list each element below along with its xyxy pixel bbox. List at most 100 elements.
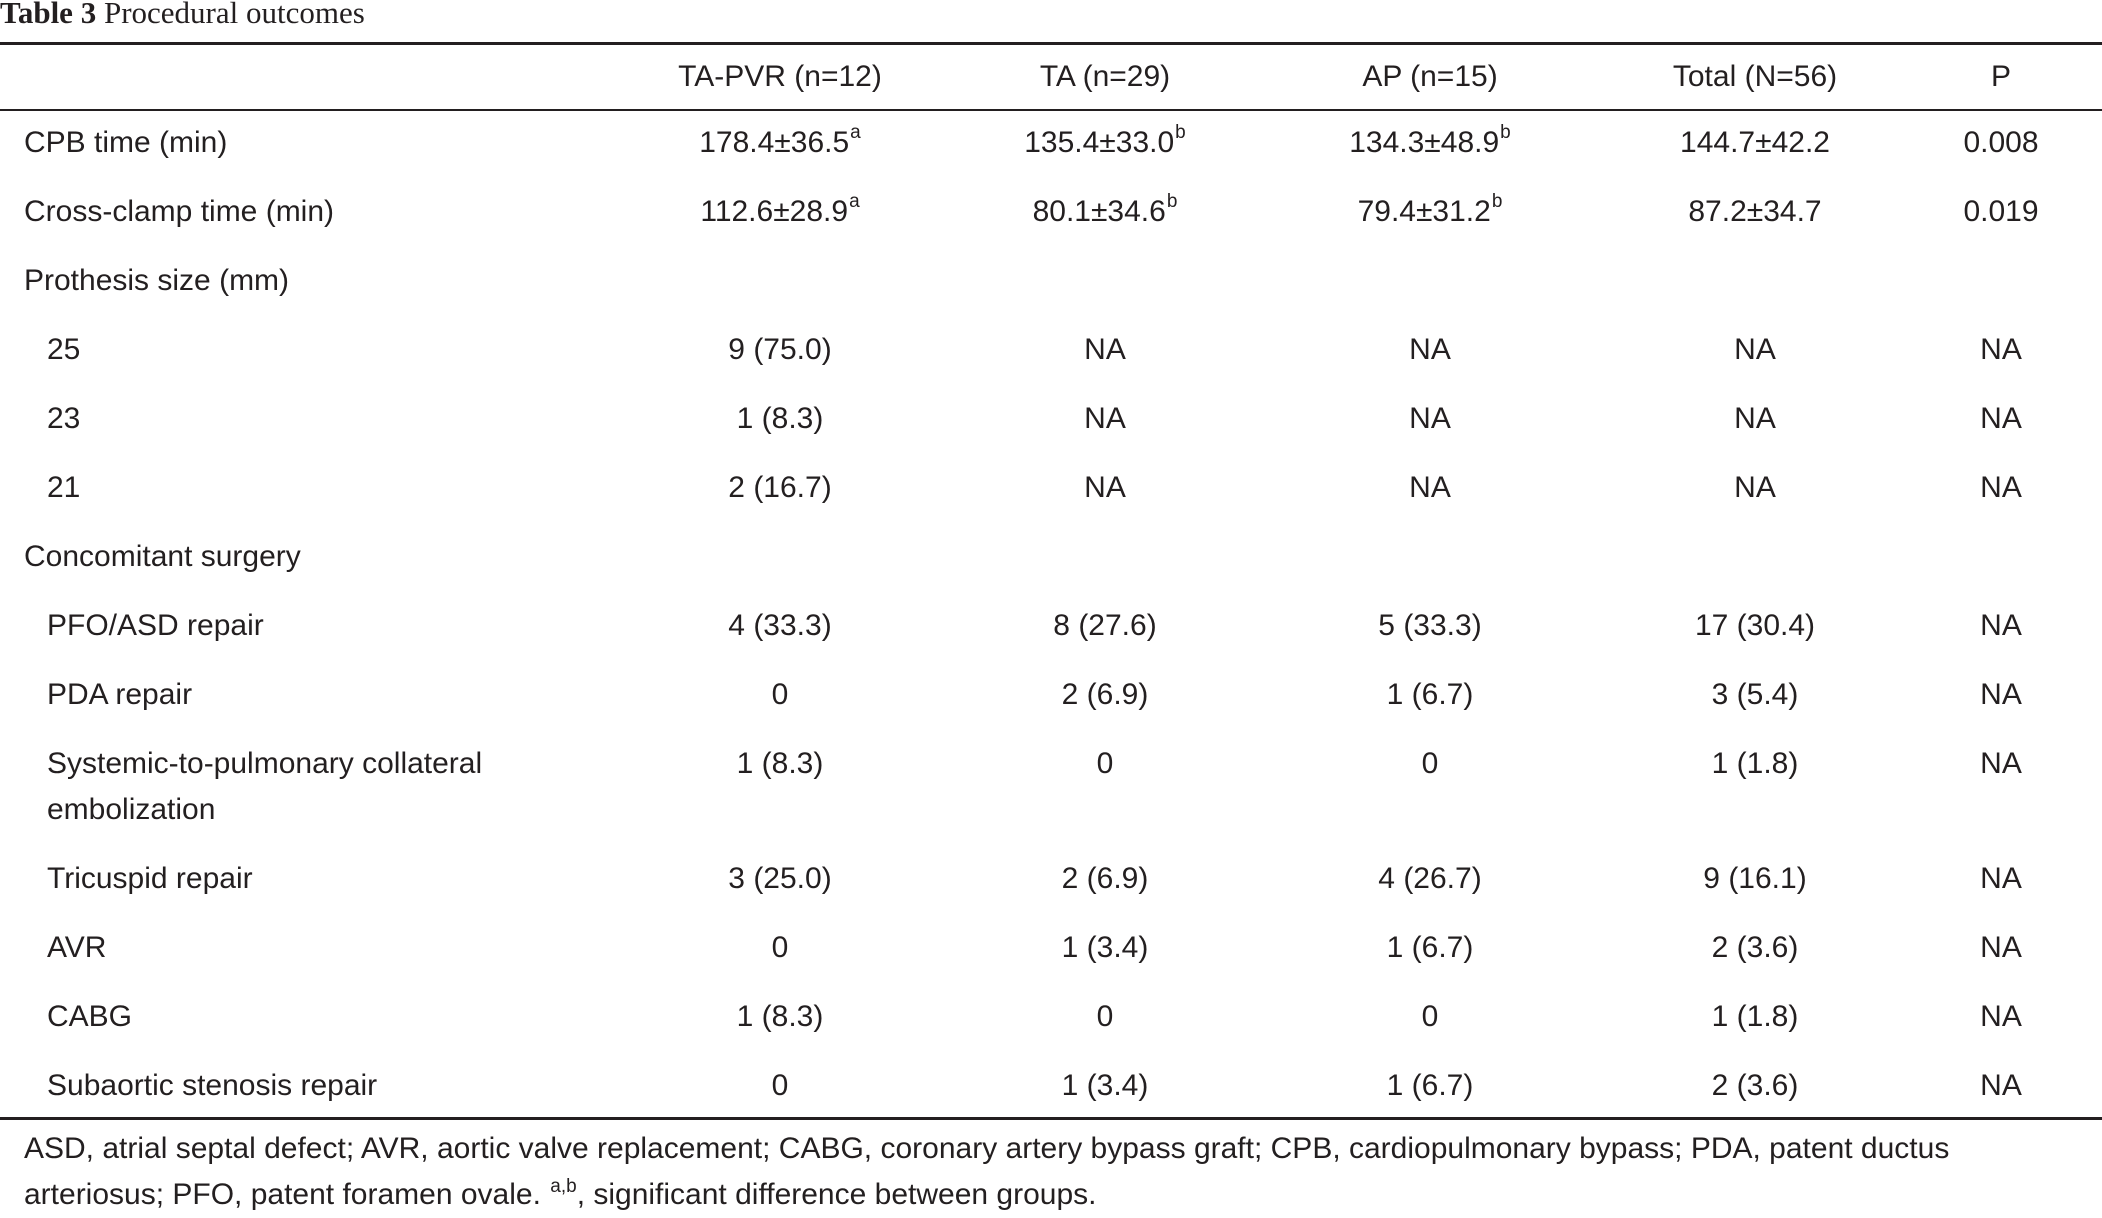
cell-value: 2 (6.9)	[1061, 678, 1149, 711]
cell-value: 2 (3.6)	[1711, 1069, 1799, 1102]
column-header: Total (N=56)	[1672, 60, 1838, 93]
cell-value: 2 (6.9)	[1061, 862, 1149, 895]
cell-value: 135.4±33.0	[1024, 126, 1175, 159]
cell-value: NA	[1084, 402, 1126, 435]
bottom-rule	[0, 1117, 2102, 1120]
table-cell: 0	[600, 913, 960, 982]
column-header: P	[1990, 60, 2011, 93]
table-cell: NA	[960, 453, 1250, 522]
table-cell	[1900, 522, 2102, 591]
table-cell: NA	[1900, 844, 2102, 913]
table-cell: NA	[1900, 315, 2102, 384]
table-cell: NA	[1900, 453, 2102, 522]
table-cell: 3 (25.0)	[600, 844, 960, 913]
table-cell: NA	[960, 315, 1250, 384]
outcomes-table: TA-PVR (n=12) TA (n=29) AP (n=15) Total …	[0, 46, 2102, 1120]
row-label: PFO/ASD repair	[47, 609, 264, 642]
table-cell: 0.019	[1900, 177, 2102, 246]
cell-value: NA	[1734, 471, 1776, 504]
table-row: Prothesis size (mm)	[0, 246, 2102, 315]
header-rule	[0, 109, 2102, 111]
row-label: CABG	[47, 1000, 133, 1033]
row-label: 21	[47, 471, 81, 504]
cell-value: 0	[771, 1069, 789, 1102]
cell-value: 0	[1421, 1000, 1439, 1033]
cell-value: 79.4±31.2	[1357, 195, 1491, 228]
cell-value: 9 (75.0)	[728, 333, 832, 366]
table-cell: 4 (26.7)	[1250, 844, 1610, 913]
table-cell: 1 (1.8)	[1610, 982, 1900, 1051]
row-label: Tricuspid repair	[47, 862, 253, 895]
table-cell: 0	[960, 729, 1250, 844]
cell-value: 1 (6.7)	[1386, 931, 1474, 964]
table-row: 25 9 (75.0) NA NA NA NA	[0, 315, 2102, 384]
table-cell: 87.2±34.7	[1610, 177, 1900, 246]
table-row: 23 1 (8.3) NA NA NA NA	[0, 384, 2102, 453]
table-row: PFO/ASD repair 4 (33.3) 8 (27.6) 5 (33.3) 17…	[0, 591, 2102, 660]
table-cell: 2 (3.6)	[1610, 913, 1900, 982]
table-cell: NA	[1900, 1051, 2102, 1120]
table-cell	[1610, 522, 1900, 591]
table-cell: 144.7±42.2	[1610, 108, 1900, 177]
table-cell	[1250, 246, 1610, 315]
cell-value: NA	[1980, 609, 2022, 642]
cell-value: 0.019	[1963, 195, 2039, 228]
column-header: AP (n=15)	[1362, 60, 1498, 93]
table-cell: 134.3±48.9b	[1250, 108, 1610, 177]
table-cell	[960, 522, 1250, 591]
top-rule	[0, 42, 2102, 45]
footnote-tail: , significant difference between groups.	[576, 1178, 1097, 1211]
row-label: 23	[47, 402, 81, 435]
column-header: TA-PVR (n=12)	[678, 60, 882, 93]
table-cell: NA	[1250, 384, 1610, 453]
cell-value: 1 (3.4)	[1061, 931, 1149, 964]
cell-superscript: b	[1500, 122, 1511, 143]
row-label: Systemic-to-pulmonary collateral emboliz…	[47, 747, 483, 826]
table-footnote: ASD, atrial septal defect; AVR, aortic v…	[24, 1126, 2094, 1218]
table-body: CPB time (min) 178.4±36.5a 135.4±33.0b 134.…	[0, 108, 2102, 1120]
row-label: Cross-clamp time (min)	[24, 195, 335, 228]
row-label: PDA repair	[47, 678, 193, 711]
table-number: Table 3	[0, 0, 97, 30]
cell-value: NA	[1980, 678, 2022, 711]
table-cell: 2 (6.9)	[960, 844, 1250, 913]
cell-value: NA	[1084, 333, 1126, 366]
table-cell: 2 (16.7)	[600, 453, 960, 522]
table-cell: NA	[1900, 591, 2102, 660]
cell-value: 2 (16.7)	[728, 471, 832, 504]
table-cell: 112.6±28.9a	[600, 177, 960, 246]
table-cell: 1 (1.8)	[1610, 729, 1900, 844]
cell-value: NA	[1409, 471, 1451, 504]
table-row: PDA repair 0 2 (6.9) 1 (6.7) 3 (5.4) NA	[0, 660, 2102, 729]
cell-value: 3 (5.4)	[1711, 678, 1799, 711]
table-cell: 0	[600, 660, 960, 729]
table-cell	[600, 246, 960, 315]
cell-value: 1 (3.4)	[1061, 1069, 1149, 1102]
table-row: Tricuspid repair 3 (25.0) 2 (6.9) 4 (26.7) 9…	[0, 844, 2102, 913]
cell-value: NA	[1980, 1000, 2022, 1033]
cell-superscript: b	[1166, 191, 1178, 212]
cell-value: 4 (26.7)	[1378, 862, 1482, 895]
cell-value: 1 (1.8)	[1711, 1000, 1799, 1033]
cell-value: NA	[1980, 1069, 2022, 1102]
cell-value: 1 (6.7)	[1386, 678, 1474, 711]
table-cell: 5 (33.3)	[1250, 591, 1610, 660]
cell-value: 87.2±34.7	[1688, 195, 1822, 228]
table-cell: NA	[1610, 384, 1900, 453]
cell-value: NA	[1980, 471, 2022, 504]
column-header: TA (n=29)	[1039, 60, 1171, 93]
row-label: CPB time (min)	[24, 126, 228, 159]
cell-value: NA	[1734, 333, 1776, 366]
cell-value: NA	[1980, 747, 2022, 780]
table-cell: 1 (6.7)	[1250, 913, 1610, 982]
table-cell: 0	[960, 982, 1250, 1051]
row-label: AVR	[47, 931, 107, 964]
table-title: Procedural outcomes	[103, 0, 365, 30]
cell-value: 112.6±28.9	[700, 195, 849, 228]
table-cell: NA	[960, 384, 1250, 453]
table-cell: NA	[1250, 453, 1610, 522]
table-cell: 1 (8.3)	[600, 982, 960, 1051]
table-cell: 0	[1250, 982, 1610, 1051]
table-cell: 8 (27.6)	[960, 591, 1250, 660]
table-cell: NA	[1900, 384, 2102, 453]
